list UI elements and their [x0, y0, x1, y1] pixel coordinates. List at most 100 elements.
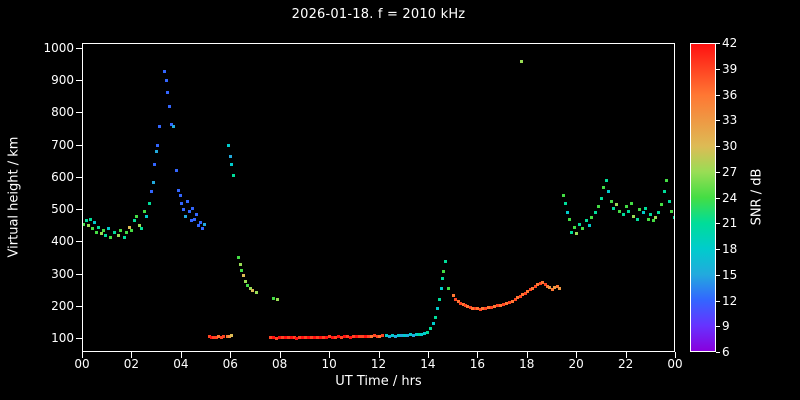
scatter-point — [565, 211, 569, 215]
scatter-point — [228, 154, 232, 158]
scatter-point — [167, 105, 171, 108]
colorbar-tick-label: 18 — [722, 242, 738, 256]
scatter-point — [153, 163, 157, 166]
scatter-point — [328, 335, 332, 339]
scatter-point — [507, 300, 511, 304]
scatter-point — [609, 200, 613, 204]
scatter-point — [456, 299, 460, 303]
scatter-point — [478, 307, 482, 311]
x-tick-label: 10 — [321, 357, 337, 371]
x-tick-mark — [576, 352, 578, 358]
scatter-point — [231, 174, 235, 178]
scatter-point — [369, 335, 373, 339]
scatter-point — [641, 211, 645, 215]
scatter-point — [132, 219, 136, 223]
scatter-point — [142, 209, 146, 213]
scatter-point — [147, 201, 151, 205]
scatter-point — [496, 304, 500, 308]
scatter-point — [240, 269, 244, 273]
plot-area — [82, 43, 675, 352]
scatter-point — [87, 224, 91, 228]
scatter-point — [384, 334, 388, 338]
scatter-point — [185, 200, 189, 204]
colorbar-tick-mark — [716, 43, 720, 44]
scatter-point — [178, 193, 182, 197]
scatter-point — [593, 211, 597, 215]
colorbar-tick-mark — [716, 146, 720, 147]
scatter-point — [670, 209, 674, 213]
scatter-point — [289, 336, 293, 340]
scatter-point — [119, 229, 123, 233]
scatter-point — [214, 336, 218, 340]
scatter-point — [622, 212, 626, 216]
y-tick-mark — [76, 241, 82, 243]
scatter-point — [443, 259, 447, 263]
scatter-point — [113, 230, 117, 234]
x-tick-label: 22 — [617, 357, 634, 371]
scatter-point — [140, 226, 144, 230]
scatter-point — [431, 322, 435, 326]
scatter-point — [665, 179, 669, 183]
scatter-point — [516, 296, 520, 300]
scatter-point — [319, 335, 323, 339]
scatter-point — [174, 169, 178, 173]
colorbar-label: SNR / dB — [749, 168, 765, 226]
colorbar-tick-label: 12 — [722, 293, 738, 308]
scatter-point — [436, 307, 440, 311]
scatter-point — [399, 334, 403, 338]
x-tick-mark — [82, 352, 83, 358]
scatter-point — [226, 143, 230, 147]
scatter-point — [182, 208, 186, 212]
scatter-point — [125, 231, 129, 235]
scatter-point — [423, 331, 427, 335]
scatter-point — [499, 303, 503, 307]
colorbar-tick-mark — [716, 120, 720, 122]
x-tick-mark — [675, 352, 676, 358]
scatter-point — [411, 333, 415, 337]
scatter-point — [363, 335, 367, 339]
scatter-point — [468, 306, 472, 310]
scatter-point — [116, 233, 120, 237]
y-tick-mark — [76, 273, 82, 275]
x-tick-mark — [526, 352, 528, 358]
scatter-point — [277, 336, 281, 340]
x-tick-mark — [180, 352, 182, 358]
y-tick-label: 200 — [51, 298, 74, 313]
y-tick-label: 100 — [51, 331, 74, 345]
scatter-point — [325, 336, 329, 340]
scatter-point — [454, 297, 458, 301]
scatter-point — [607, 190, 611, 194]
colorbar-tick-label: 39 — [722, 61, 738, 76]
scatter-point — [381, 334, 385, 338]
scatter-point — [387, 335, 391, 339]
scatter-point — [209, 336, 213, 340]
scatter-point — [531, 286, 535, 290]
scatter-point — [434, 315, 438, 319]
scatter-point — [446, 287, 450, 291]
scatter-point — [536, 283, 540, 287]
colorbar-tick-mark — [716, 171, 720, 173]
scatter-point — [283, 335, 287, 339]
x-tick-label: 14 — [420, 357, 436, 371]
scatter-point — [272, 296, 276, 300]
scatter-point — [459, 301, 463, 305]
scatter-point — [189, 219, 193, 223]
scatter-point — [572, 225, 576, 229]
scatter-point — [378, 335, 382, 339]
scatter-point — [466, 305, 470, 309]
colorbar-tick-label: 27 — [722, 164, 738, 179]
scatter-point — [575, 232, 579, 236]
scatter-point — [533, 284, 537, 288]
scatter-point — [295, 336, 299, 340]
scatter-point — [577, 222, 581, 226]
scatter-point — [490, 305, 494, 309]
scatter-point — [229, 163, 233, 166]
colorbar-tick-label: 42 — [722, 36, 738, 50]
x-axis-label: UT Time / hrs — [335, 374, 422, 389]
scatter-point — [631, 214, 635, 218]
colorbar — [690, 43, 716, 352]
scatter-point — [238, 262, 242, 266]
x-tick-label: 00 — [667, 357, 683, 371]
scatter-point — [396, 334, 400, 338]
colorbar-tick-mark — [716, 300, 720, 302]
